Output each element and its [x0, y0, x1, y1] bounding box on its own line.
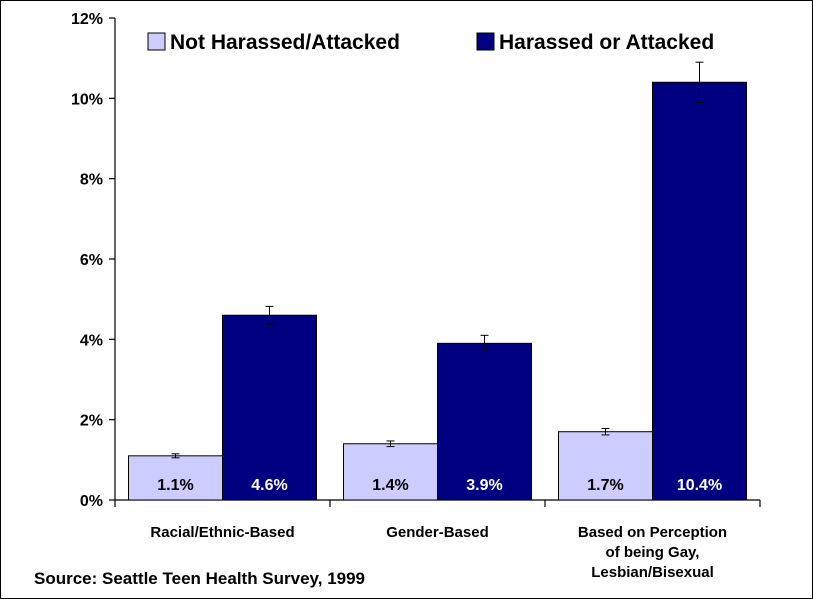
y-tick-label: 0%: [80, 493, 103, 510]
legend-not-harassed-label: Not Harassed/Attacked: [170, 31, 400, 54]
bar-not-harassed: [558, 431, 653, 501]
y-tick-label: 8%: [80, 172, 103, 189]
data-label: 4.6%: [251, 477, 287, 494]
legend-harassed-swatch: [476, 32, 495, 51]
y-tick-label: 6%: [80, 252, 103, 269]
category-label: Based on Perception: [578, 524, 727, 541]
data-label: 1.1%: [157, 477, 193, 494]
data-label: 1.4%: [372, 477, 408, 494]
legend-harassed-label: Harassed or Attacked: [499, 31, 714, 54]
bar-harassed: [437, 342, 532, 501]
y-tick-label: 4%: [80, 332, 103, 349]
legend-not-harassed-swatch: [147, 32, 166, 51]
y-tick-label: 2%: [80, 413, 103, 430]
bar-not-harassed: [343, 443, 438, 501]
category-label: Gender-Based: [386, 524, 489, 541]
category-label: Lesbian/Bisexual: [591, 564, 714, 581]
bar-harassed: [652, 81, 747, 501]
y-tick-label: 12%: [71, 11, 103, 28]
category-label: of being Gay,: [606, 544, 700, 561]
data-label: 10.4%: [677, 477, 722, 494]
bar-harassed: [222, 314, 317, 501]
category-label: Racial/Ethnic-Based: [150, 524, 294, 541]
data-label: 1.7%: [587, 477, 623, 494]
data-label: 3.9%: [466, 477, 502, 494]
source-note: Source: Seattle Teen Health Survey, 1999: [34, 569, 366, 588]
y-tick-label: 10%: [71, 91, 103, 108]
